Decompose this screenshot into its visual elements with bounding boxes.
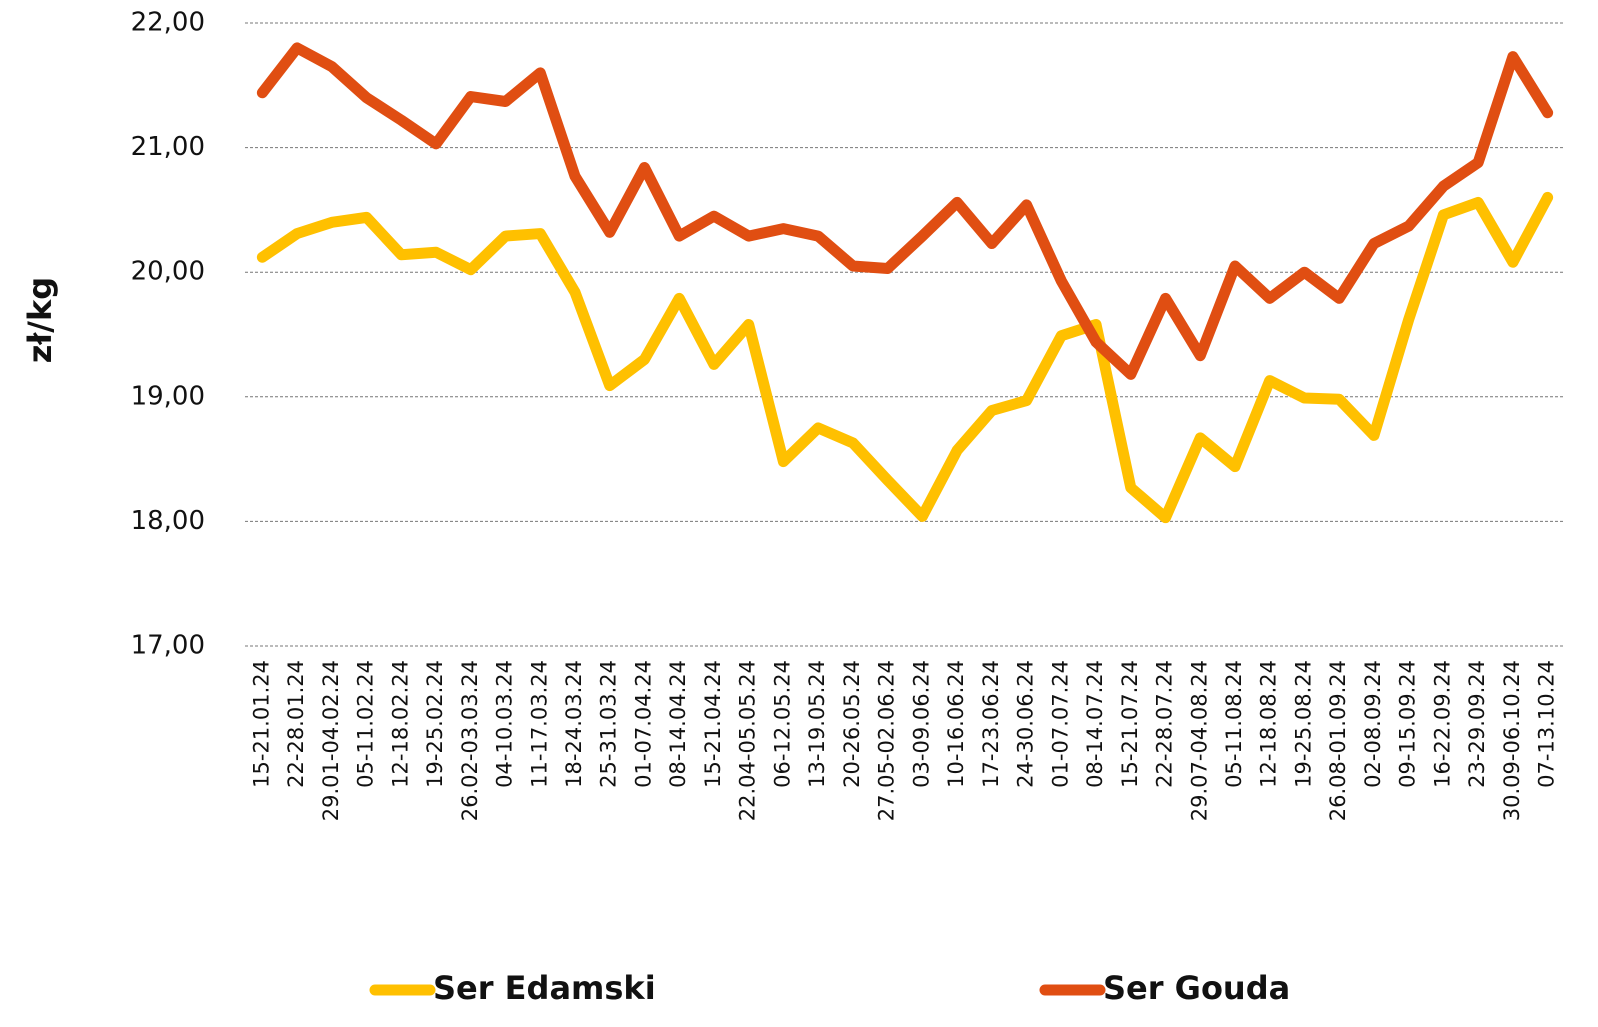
x-tick-label: 29.07-04.08.24 — [1187, 660, 1211, 821]
x-tick-label: 19-25.08.24 — [1291, 660, 1315, 788]
x-tick-label: 18-24.03.24 — [562, 660, 586, 788]
y-tick-label: 22,00 — [131, 8, 205, 38]
y-tick-label: 18,00 — [131, 506, 205, 536]
y-tick-label: 21,00 — [131, 132, 205, 162]
x-tick-label: 26.08-01.09.24 — [1326, 660, 1350, 821]
x-tick-label: 25-31.03.24 — [597, 660, 621, 788]
x-tick-label: 10-16.06.24 — [944, 660, 968, 788]
x-tick-label: 23-29.09.24 — [1465, 660, 1489, 788]
x-tick-label: 17-23.06.24 — [979, 660, 1003, 788]
x-tick-label: 12-18.02.24 — [388, 660, 412, 788]
x-tick-label: 08-14.04.24 — [666, 660, 690, 788]
legend-label: Ser Edamski — [433, 969, 656, 1007]
x-tick-label: 08-14.07.24 — [1083, 660, 1107, 788]
x-tick-label: 29.01-04.02.24 — [319, 660, 343, 821]
x-tick-label: 02-08.09.24 — [1361, 660, 1385, 788]
x-tick-label: 06-12.05.24 — [770, 660, 794, 788]
x-tick-label: 04-10.03.24 — [493, 660, 517, 788]
y-tick-label: 19,00 — [131, 381, 205, 411]
x-tick-label: 22-28.07.24 — [1153, 660, 1177, 788]
x-tick-label: 15-21.01.24 — [249, 660, 273, 788]
x-tick-label: 24-30.06.24 — [1014, 660, 1038, 788]
x-tick-label: 19-25.02.24 — [423, 660, 447, 788]
y-tick-label: 17,00 — [131, 631, 205, 661]
x-tick-label: 13-19.05.24 — [805, 660, 829, 788]
series-line — [256, 42, 1554, 380]
x-tick-label: 01-07.07.24 — [1048, 660, 1072, 788]
x-tick-label: 30.09-06.10.24 — [1500, 660, 1524, 821]
x-tick-label: 16-22.09.24 — [1430, 660, 1454, 788]
legend-label: Ser Gouda — [1103, 969, 1290, 1007]
x-tick-label: 22.04-05.05.24 — [736, 660, 760, 821]
x-tick-label: 15-21.04.24 — [701, 660, 725, 788]
x-tick-label: 12-18.08.24 — [1257, 660, 1281, 788]
x-tick-label: 27.05-02.06.24 — [875, 660, 899, 821]
x-tick-label: 22-28.01.24 — [284, 660, 308, 788]
x-tick-label: 09-15.09.24 — [1396, 660, 1420, 788]
x-tick-label: 15-21.07.24 — [1118, 660, 1142, 788]
y-tick-label: 20,00 — [131, 257, 205, 287]
x-tick-label: 20-26.05.24 — [840, 660, 864, 788]
x-tick-label: 03-09.06.24 — [909, 660, 933, 788]
x-tick-label: 05-11.02.24 — [354, 660, 378, 788]
x-tick-label: 11-17.03.24 — [527, 660, 551, 788]
x-tick-label: 05-11.08.24 — [1222, 660, 1246, 788]
x-tick-label: 01-07.04.24 — [631, 660, 655, 788]
series-line — [256, 191, 1554, 524]
x-tick-label: 07-13.10.24 — [1535, 660, 1559, 788]
y-axis-label: zł/kg — [21, 277, 59, 363]
x-tick-label: 26.02-03.03.24 — [458, 660, 482, 821]
